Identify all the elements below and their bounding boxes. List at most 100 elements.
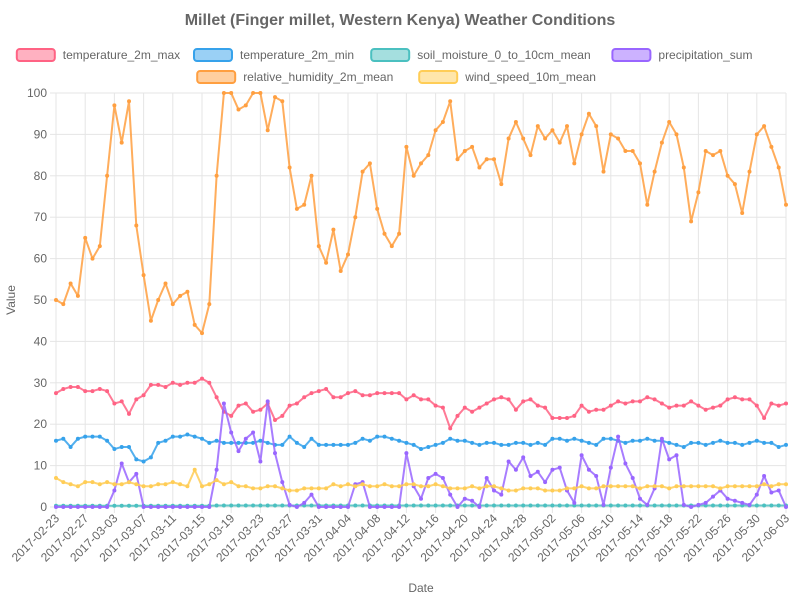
data-point <box>485 504 489 508</box>
data-point <box>390 437 394 441</box>
data-point <box>550 468 554 472</box>
data-point <box>426 153 430 157</box>
y-tick-label: 80 <box>34 169 48 183</box>
data-point <box>215 478 219 482</box>
data-point <box>777 166 781 170</box>
data-point <box>375 484 379 488</box>
data-point <box>112 482 116 486</box>
data-point <box>98 505 102 509</box>
data-point <box>492 441 496 445</box>
data-point <box>748 397 752 401</box>
data-point <box>675 132 679 136</box>
data-point <box>200 505 204 509</box>
data-point <box>266 504 270 508</box>
data-point <box>755 493 759 497</box>
data-point <box>602 437 606 441</box>
data-point <box>602 170 606 174</box>
data-point <box>353 441 357 445</box>
legend: temperature_2m_max temperature_2m_min soil… <box>17 48 753 84</box>
data-point <box>623 504 627 508</box>
data-point <box>448 486 452 490</box>
legend-item-wind-speed-10m-mean[interactable]: wind_speed_10m_mean <box>419 70 596 84</box>
data-point <box>112 103 116 107</box>
data-point <box>83 236 87 240</box>
data-point <box>748 441 752 445</box>
legend-label: relative_humidity_2m_mean <box>243 70 393 84</box>
data-point <box>704 501 708 505</box>
legend-item-relative-humidity-2m-mean[interactable]: relative_humidity_2m_mean <box>197 70 393 84</box>
data-point <box>434 128 438 132</box>
data-point <box>361 482 365 486</box>
data-point <box>711 153 715 157</box>
data-point <box>222 504 226 508</box>
data-point <box>762 124 766 128</box>
data-point <box>536 404 540 408</box>
data-point <box>295 488 299 492</box>
data-point <box>784 505 788 509</box>
data-point <box>91 435 95 439</box>
data-point <box>237 504 241 508</box>
data-point <box>711 441 715 445</box>
data-point <box>419 484 423 488</box>
data-point <box>594 504 598 508</box>
data-point <box>215 439 219 443</box>
data-point <box>69 445 73 449</box>
data-point <box>368 484 372 488</box>
data-point <box>660 484 664 488</box>
data-point <box>404 504 408 508</box>
data-point <box>434 504 438 508</box>
data-point <box>346 443 350 447</box>
data-point <box>156 298 160 302</box>
legend-item-soil-moisture-0-to-10cm-mean[interactable]: soil_moisture_0_to_10cm_mean <box>371 48 590 62</box>
data-point <box>572 414 576 418</box>
data-point <box>156 441 160 445</box>
data-point <box>645 203 649 207</box>
data-point <box>251 430 255 434</box>
data-point <box>507 459 511 463</box>
data-point <box>696 503 700 507</box>
data-point <box>164 505 168 509</box>
data-point <box>302 395 306 399</box>
legend-item-precipitation-sum[interactable]: precipitation_sum <box>612 48 752 62</box>
data-point <box>339 505 343 509</box>
data-point <box>105 480 109 484</box>
y-tick-label: 40 <box>34 334 48 348</box>
data-point <box>251 486 255 490</box>
data-point <box>675 453 679 457</box>
data-point <box>769 484 773 488</box>
data-point <box>295 207 299 211</box>
data-point <box>682 404 686 408</box>
data-point <box>244 484 248 488</box>
data-point <box>164 281 168 285</box>
data-point <box>331 228 335 232</box>
data-point <box>660 402 664 406</box>
data-point <box>215 395 219 399</box>
data-point <box>638 497 642 501</box>
data-point <box>331 505 335 509</box>
data-point <box>740 501 744 505</box>
data-point <box>120 462 124 466</box>
data-point <box>572 486 576 490</box>
series-temperature-2m-max <box>54 377 788 431</box>
data-point <box>98 387 102 391</box>
data-point <box>609 437 613 441</box>
data-point <box>83 505 87 509</box>
data-point <box>580 439 584 443</box>
data-point <box>529 397 533 401</box>
legend-item-temperature-2m-max[interactable]: temperature_2m_max <box>17 48 180 62</box>
data-point <box>280 486 284 490</box>
data-point <box>645 437 649 441</box>
data-point <box>485 402 489 406</box>
data-point <box>565 504 569 508</box>
data-point <box>302 486 306 490</box>
data-point <box>762 504 766 508</box>
data-point <box>237 449 241 453</box>
data-point <box>733 441 737 445</box>
legend-item-temperature-2m-min[interactable]: temperature_2m_min <box>194 48 354 62</box>
data-point <box>587 441 591 445</box>
data-point <box>550 437 554 441</box>
data-point <box>580 453 584 457</box>
data-point <box>507 504 511 508</box>
data-point <box>229 480 233 484</box>
data-point <box>426 504 430 508</box>
